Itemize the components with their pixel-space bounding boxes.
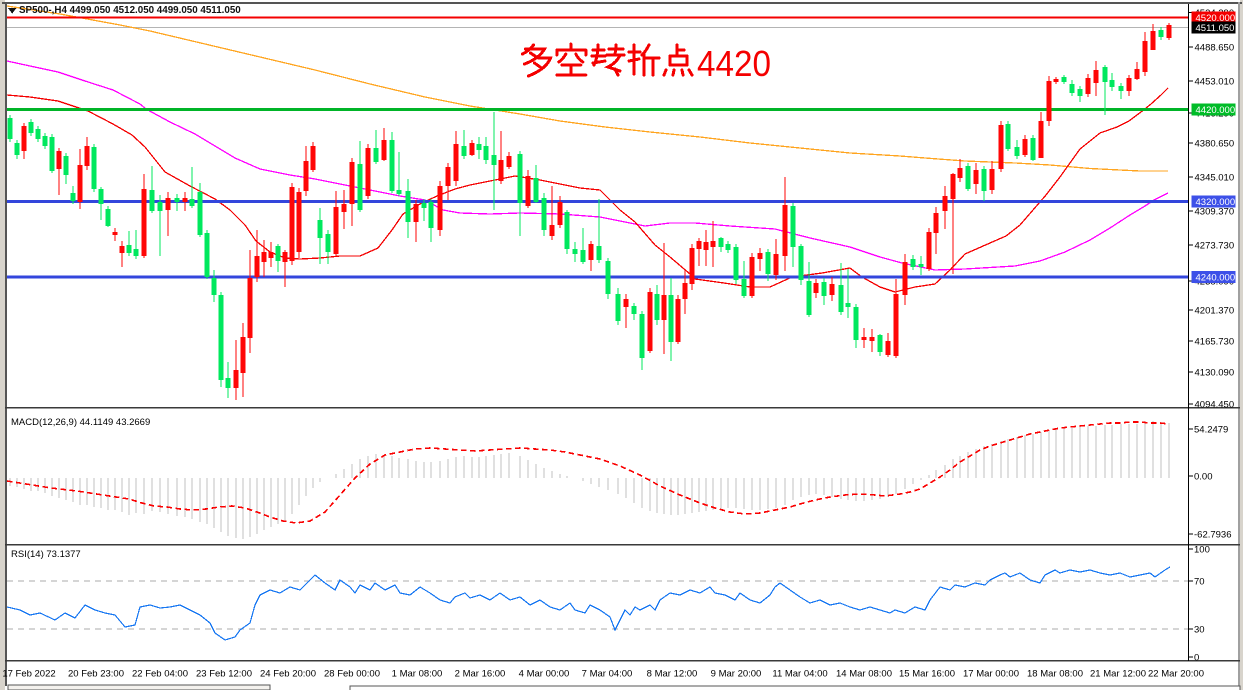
svg-text:SP500-,H4 4499.050 4512.050 4: SP500-,H4 4499.050 4512.050 4499.050 451…: [19, 5, 241, 16]
svg-text:RSI(14) 73.1377: RSI(14) 73.1377: [11, 549, 81, 560]
svg-text:8 Mar 12:00: 8 Mar 12:00: [647, 669, 698, 680]
svg-text:22 Feb 04:00: 22 Feb 04:00: [132, 669, 188, 680]
svg-text:4 Mar 00:00: 4 Mar 00:00: [519, 669, 570, 680]
svg-text:4240.000: 4240.000: [1196, 273, 1236, 284]
svg-text:4094.450: 4094.450: [1195, 400, 1235, 411]
svg-text:22 Mar 20:00: 22 Mar 20:00: [1148, 669, 1204, 680]
svg-text:4453.010: 4453.010: [1195, 77, 1235, 88]
svg-text:28 Feb 00:00: 28 Feb 00:00: [324, 669, 380, 680]
svg-text:14 Mar 08:00: 14 Mar 08:00: [836, 669, 892, 680]
svg-text:4511.050: 4511.050: [1196, 23, 1235, 34]
svg-text:70: 70: [1194, 577, 1205, 588]
svg-text:17 Mar 00:00: 17 Mar 00:00: [963, 669, 1019, 680]
svg-text:4165.730: 4165.730: [1195, 337, 1235, 348]
svg-text:4488.650: 4488.650: [1195, 43, 1235, 54]
svg-text:2 Mar 16:00: 2 Mar 16:00: [455, 669, 506, 680]
svg-text:20 Feb 23:00: 20 Feb 23:00: [68, 669, 124, 680]
svg-text:30: 30: [1194, 625, 1205, 636]
svg-text:4273.730: 4273.730: [1195, 241, 1235, 252]
svg-text:4420: 4420: [697, 43, 771, 84]
svg-text:18 Mar 08:00: 18 Mar 08:00: [1027, 669, 1083, 680]
svg-text:23 Feb 12:00: 23 Feb 12:00: [196, 669, 252, 680]
svg-text:17 Feb 2022: 17 Feb 2022: [2, 669, 55, 680]
svg-text:MACD(12,26,9) 44.1149 43.2669: MACD(12,26,9) 44.1149 43.2669: [11, 417, 150, 428]
svg-text:4201.370: 4201.370: [1195, 306, 1235, 317]
svg-text:4380.650: 4380.650: [1195, 139, 1235, 150]
svg-text:4420.000: 4420.000: [1196, 105, 1236, 116]
svg-text:4130.090: 4130.090: [1195, 368, 1235, 379]
svg-text:24 Feb 20:00: 24 Feb 20:00: [260, 669, 316, 680]
svg-text:4309.370: 4309.370: [1195, 207, 1235, 218]
svg-text:0.00: 0.00: [1194, 472, 1213, 483]
svg-text:7 Mar 04:00: 7 Mar 04:00: [582, 669, 633, 680]
svg-text:11 Mar 04:00: 11 Mar 04:00: [772, 669, 827, 680]
svg-text:4345.010: 4345.010: [1195, 173, 1235, 184]
svg-text:1 Mar 08:00: 1 Mar 08:00: [392, 669, 443, 680]
svg-text:-62.7936: -62.7936: [1194, 530, 1232, 541]
svg-text:0: 0: [1194, 653, 1199, 664]
svg-text:21 Mar 12:00: 21 Mar 12:00: [1090, 669, 1146, 680]
svg-text:100: 100: [1194, 545, 1210, 556]
svg-text:15 Mar 16:00: 15 Mar 16:00: [899, 669, 955, 680]
svg-text:4320.000: 4320.000: [1196, 197, 1236, 208]
svg-text:9 Mar 20:00: 9 Mar 20:00: [711, 669, 762, 680]
svg-text:4520.000: 4520.000: [1196, 13, 1236, 24]
svg-text:54.2479: 54.2479: [1194, 425, 1228, 436]
